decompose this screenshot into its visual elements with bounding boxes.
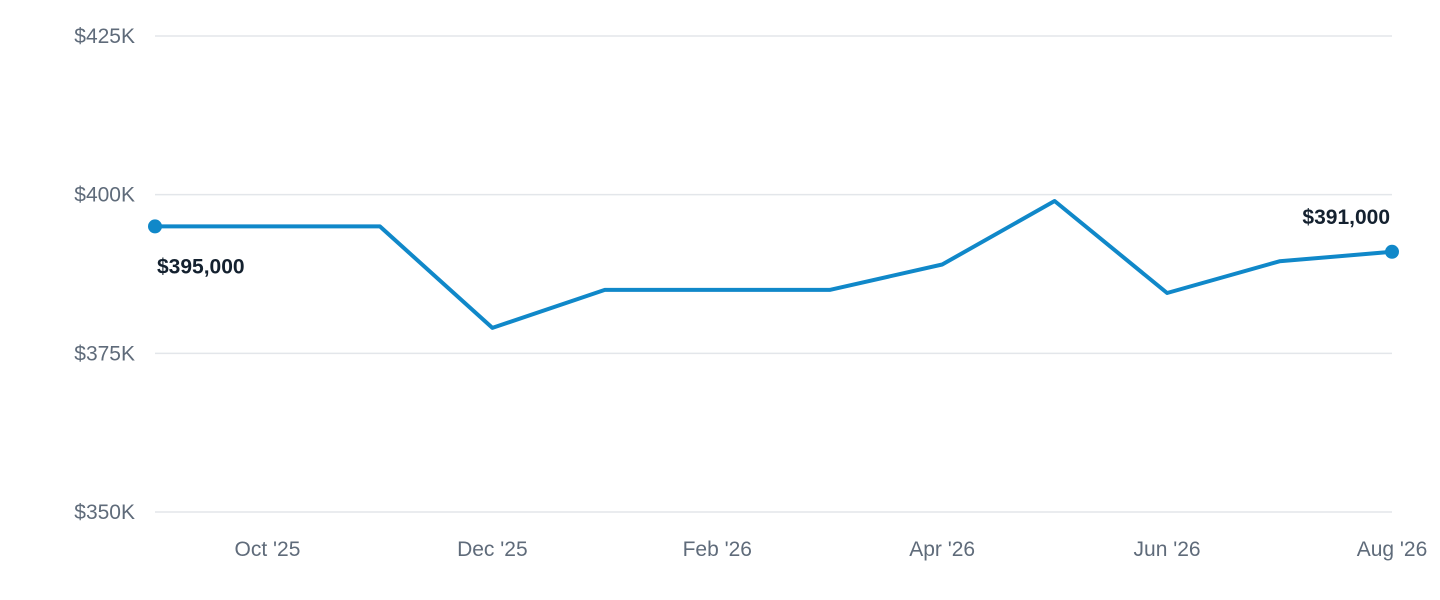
y-tick-label: $375K — [74, 342, 135, 365]
y-tick-label: $350K — [74, 501, 135, 524]
x-tick-label: Jun '26 — [1134, 538, 1201, 561]
x-tick-label: Aug '26 — [1357, 538, 1428, 561]
data-label: $395,000 — [157, 255, 245, 278]
x-tick-label: Oct '25 — [235, 538, 301, 561]
x-tick-label: Apr '26 — [909, 538, 975, 561]
price-series-line — [153, 199, 1394, 330]
data-point-marker[interactable] — [1385, 244, 1399, 259]
data-label: $391,000 — [1302, 206, 1390, 229]
x-tick-label: Dec '25 — [457, 538, 528, 561]
y-tick-label: $400K — [74, 184, 135, 207]
data-point-marker[interactable] — [148, 219, 162, 234]
x-tick-label: Feb '26 — [683, 538, 752, 561]
y-tick-label: $425K — [74, 25, 135, 48]
